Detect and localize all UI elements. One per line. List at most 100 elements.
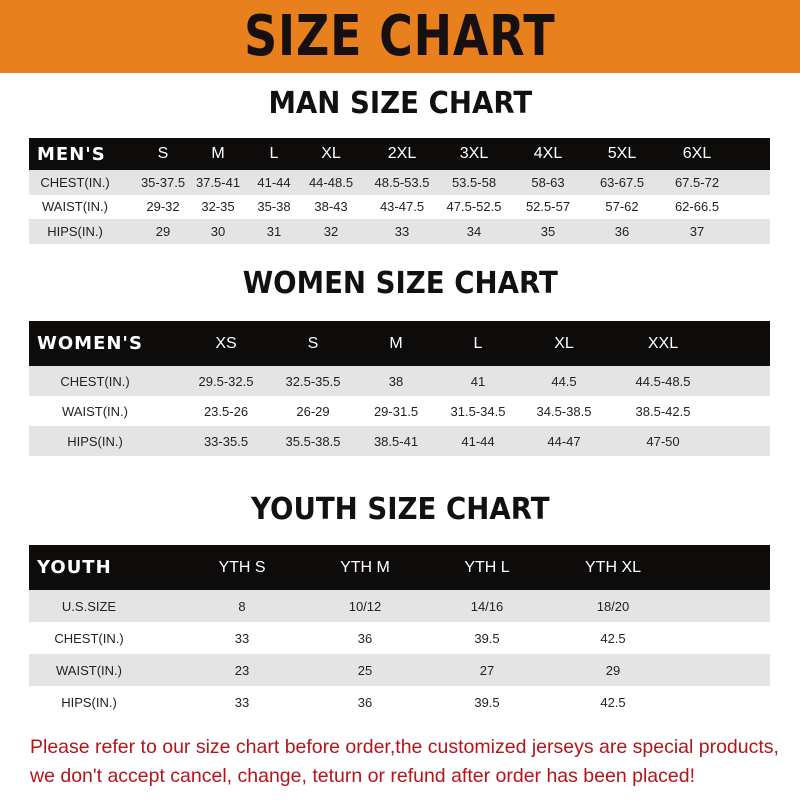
size-value-cell: 26-29: [296, 403, 330, 419]
size-value-cell: 23.5-26: [203, 403, 249, 419]
size-value-cell: 10/12: [348, 598, 382, 614]
size-value-cell: 41: [470, 373, 486, 389]
size-value-cell: 35-37.5: [140, 174, 186, 190]
size-column-header: XXL: [647, 334, 679, 352]
size-chart-banner: SIZE CHART: [0, 0, 800, 73]
table-row: U.S.SIZE 8 10/12 14/16 18/20: [29, 590, 770, 622]
measurement-label: WAIST(IN.): [42, 199, 108, 215]
size-column-header: L: [269, 145, 279, 162]
men-section-title: MAN SIZE CHART: [268, 86, 532, 121]
size-value-cell: 29: [155, 223, 171, 239]
size-value-cell: 44.5-48.5: [635, 373, 691, 389]
size-value-cell: 29: [605, 662, 621, 678]
women-section-title: WOMEN SIZE CHART: [242, 266, 558, 301]
measurement-label: HIPS(IN.): [61, 694, 117, 710]
size-column-header: YTH L: [464, 558, 510, 576]
size-value-cell: 41-44: [257, 174, 291, 190]
size-value-cell: 47.5-52.5: [446, 199, 502, 215]
size-value-cell: 34: [466, 223, 482, 239]
size-value-cell: 42.5: [600, 694, 626, 710]
table-row: CHEST(IN.) 29.5-32.5 32.5-35.5 38 41 44.5 44.5…: [29, 366, 770, 396]
size-value-cell: 18/20: [596, 598, 630, 614]
measurement-label: WAIST(IN.): [62, 403, 128, 419]
size-value-cell: 48.5-53.5: [374, 174, 430, 190]
size-value-cell: 33-35.5: [203, 433, 249, 449]
measurement-label: CHEST(IN.): [40, 174, 110, 190]
size-value-cell: 29-31.5: [373, 403, 419, 419]
size-value-cell: 53.5-58: [451, 174, 497, 190]
footer-notice: Please refer to our size chart before or…: [30, 733, 790, 791]
size-value-cell: 42.5: [600, 630, 626, 646]
size-value-cell: 23: [234, 662, 250, 678]
size-value-cell: 30: [210, 223, 226, 239]
size-value-cell: 44.5: [551, 373, 577, 389]
size-value-cell: 31.5-34.5: [450, 403, 506, 419]
size-column-header: M: [211, 145, 225, 162]
size-column-header: 5XL: [607, 145, 637, 162]
table-header-row: WOMEN'S XS S M L XL XXL: [29, 321, 770, 366]
measurement-label: CHEST(IN.): [54, 630, 124, 646]
measurement-label: U.S.SIZE: [61, 598, 117, 614]
size-column-header: 6XL: [682, 145, 712, 162]
table-row: WAIST(IN.) 23 25 27 29: [29, 654, 770, 686]
size-value-cell: 36: [357, 630, 373, 646]
size-value-cell: 31: [266, 223, 282, 239]
size-value-cell: 35-38: [257, 199, 291, 215]
youth-size-table: YOUTH YTH S YTH M YTH L YTH XL U.S.SIZE 8 10/12…: [29, 545, 770, 718]
size-value-cell: 38-43: [314, 199, 348, 215]
size-column-header: XL: [554, 334, 574, 352]
size-column-header: XS: [215, 334, 237, 352]
size-value-cell: 33: [234, 630, 250, 646]
size-value-cell: 44-47: [547, 433, 581, 449]
size-column-header: 2XL: [387, 145, 417, 162]
size-value-cell: 43-47.5: [379, 199, 425, 215]
size-value-cell: 63-67.5: [599, 174, 645, 190]
size-value-cell: 35.5-38.5: [285, 433, 341, 449]
table-row: CHEST(IN.) 33 36 39.5 42.5: [29, 622, 770, 654]
table-row: HIPS(IN.) 33 36 39.5 42.5: [29, 686, 770, 718]
size-value-cell: 38.5-42.5: [635, 403, 691, 419]
size-column-header: XL: [321, 145, 341, 162]
measurement-label: CHEST(IN.): [60, 373, 130, 389]
size-column-header: YTH S: [218, 558, 266, 576]
youth-section-title: YOUTH SIZE CHART: [250, 492, 550, 527]
table-header-row: MEN'S S M L XL 2XL 3XL 4XL 5XL 6XL: [29, 138, 770, 170]
size-value-cell: 32.5-35.5: [285, 373, 341, 389]
size-column-header: M: [389, 334, 403, 352]
banner-title: SIZE CHART: [244, 4, 556, 69]
size-value-cell: 29-32: [146, 199, 180, 215]
table-row: HIPS(IN.) 29 30 31 32 33 34 35 36 37: [29, 219, 770, 244]
size-value-cell: 58-63: [531, 174, 565, 190]
size-value-cell: 62-66.5: [674, 199, 720, 215]
table-category-label: YOUTH: [37, 557, 112, 578]
size-column-header: 3XL: [459, 145, 489, 162]
size-value-cell: 39.5: [474, 694, 500, 710]
table-row: WAIST(IN.) 23.5-26 26-29 29-31.5 31.5-34.5 34…: [29, 396, 770, 426]
size-value-cell: 52.5-57: [525, 199, 571, 215]
table-row: HIPS(IN.) 33-35.5 35.5-38.5 38.5-41 41-44 44-…: [29, 426, 770, 456]
size-value-cell: 41-44: [461, 433, 495, 449]
size-value-cell: 67.5-72: [674, 174, 720, 190]
size-value-cell: 39.5: [474, 630, 500, 646]
size-value-cell: 37: [689, 223, 705, 239]
size-value-cell: 38: [388, 373, 404, 389]
measurement-label: HIPS(IN.): [67, 433, 123, 449]
size-value-cell: 32-35: [201, 199, 235, 215]
table-category-label: MEN'S: [37, 143, 106, 165]
size-value-cell: 34.5-38.5: [536, 403, 592, 419]
size-column-header: YTH XL: [584, 558, 642, 576]
table-row: CHEST(IN.) 35-37.5 37.5-41 41-44 44-48.5 48.5…: [29, 170, 770, 195]
table-header-row: YOUTH YTH S YTH M YTH L YTH XL: [29, 545, 770, 590]
size-value-cell: 36: [614, 223, 630, 239]
size-value-cell: 38.5-41: [373, 433, 419, 449]
size-column-header: S: [307, 334, 319, 352]
size-value-cell: 25: [357, 662, 373, 678]
size-value-cell: 44-48.5: [308, 174, 354, 190]
size-value-cell: 27: [479, 662, 495, 678]
size-value-cell: 33: [394, 223, 410, 239]
size-value-cell: 32: [323, 223, 339, 239]
size-value-cell: 33: [234, 694, 250, 710]
measurement-label: HIPS(IN.): [47, 223, 103, 239]
size-value-cell: 29.5-32.5: [198, 373, 254, 389]
measurement-label: WAIST(IN.): [56, 662, 122, 678]
